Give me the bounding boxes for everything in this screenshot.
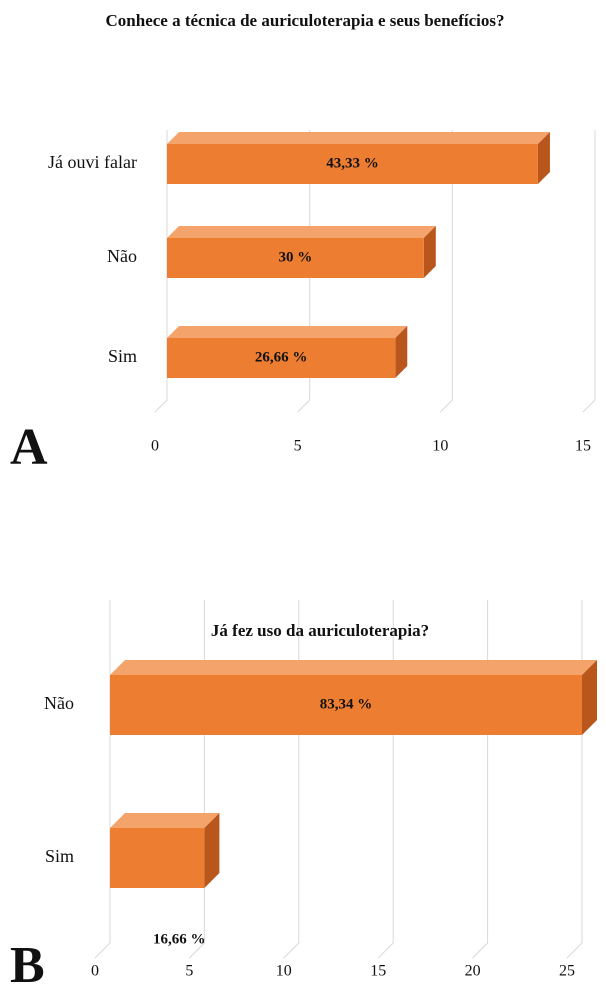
grid-line — [472, 600, 489, 959]
bar-label: 16,66 % — [153, 931, 206, 947]
bar-label: 26,66 % — [255, 349, 308, 365]
x-tick-label: 5 — [185, 963, 193, 980]
bar — [167, 238, 424, 278]
bar-label: 30 % — [279, 249, 313, 265]
bar-top — [110, 813, 220, 828]
chart-title: Conhece a técnica de auriculoterapia e s… — [105, 11, 505, 30]
grid-line — [189, 600, 205, 959]
bar-side — [423, 226, 436, 278]
grid-line — [566, 600, 583, 959]
grid-line — [297, 130, 311, 413]
x-tick-label: 10 — [432, 438, 448, 455]
bar-side — [582, 660, 597, 735]
x-tick-label: 0 — [91, 963, 99, 980]
bar-top — [110, 660, 597, 675]
grid-line — [439, 130, 453, 413]
category-label: Não — [44, 693, 74, 713]
bar — [110, 675, 582, 735]
x-tick-label: 0 — [151, 438, 159, 455]
bar-top — [167, 326, 408, 338]
bar-side — [395, 326, 408, 378]
panel-letter: A — [10, 419, 48, 476]
grid-line — [94, 600, 111, 959]
chart-title: Já fez uso da auriculoterapia? — [210, 621, 430, 640]
bar-side — [537, 132, 550, 184]
bar-top — [167, 132, 550, 144]
grid-line — [154, 130, 168, 413]
category-label: Sim — [45, 846, 74, 866]
bar-label: 83,34 % — [320, 696, 373, 712]
x-tick-label: 10 — [276, 963, 292, 980]
x-tick-label: 15 — [370, 963, 386, 980]
category-label: Não — [107, 246, 137, 266]
category-label: Sim — [108, 346, 137, 366]
bar — [110, 828, 205, 888]
category-label: Já ouvi falar — [48, 152, 137, 172]
bar-side — [204, 813, 220, 888]
x-tick-label: 25 — [559, 963, 575, 980]
x-tick-label: 5 — [294, 438, 302, 455]
bar-top — [167, 226, 436, 238]
grid-line — [582, 130, 596, 413]
bar — [167, 144, 538, 184]
x-tick-label: 15 — [575, 438, 591, 455]
bar — [167, 338, 396, 378]
grid-line — [377, 600, 394, 959]
bar-label: 43,33 % — [326, 155, 379, 171]
panel-letter: B — [10, 937, 45, 993]
grid-line — [283, 600, 300, 959]
x-tick-label: 20 — [465, 963, 481, 980]
